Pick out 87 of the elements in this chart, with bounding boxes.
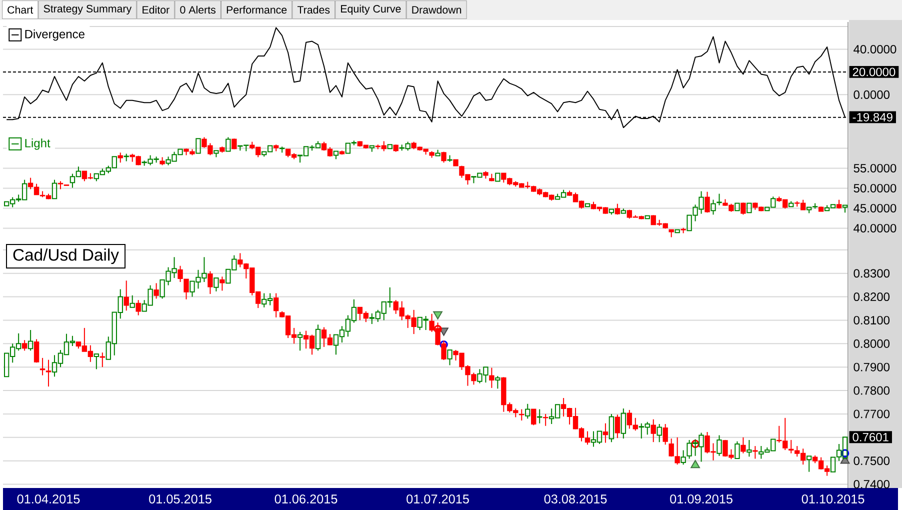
- candlestick: [602, 422, 608, 444]
- candlestick: [542, 413, 548, 426]
- y-tick-label: 0.7400: [854, 480, 890, 489]
- x-tick-label: 01.07.2015: [406, 494, 469, 504]
- x-tick-label: 01.10.2015: [802, 494, 864, 504]
- candlestick: [531, 408, 536, 426]
- y-tick-label: 50.0000: [854, 184, 896, 192]
- text: 0.7601: [852, 432, 888, 442]
- y-tick-label: 45.0000: [854, 204, 896, 212]
- y-tick-label: 40.0000: [854, 44, 896, 54]
- candlestick: [495, 172, 500, 182]
- text: Equity Curve: [341, 4, 401, 15]
- line-series: [6, 27, 846, 128]
- text: Editor: [142, 6, 170, 14]
- candlestick: [716, 193, 722, 206]
- point: [440, 340, 448, 349]
- y-tick-label: 0.8300: [854, 269, 890, 278]
- text: Performance: [226, 6, 287, 14]
- candlestick: [614, 414, 620, 439]
- x-tick-label: 01.05.2015: [149, 494, 212, 504]
- candlestick: [387, 144, 392, 150]
- x-tick-label: 03.08.2015: [544, 494, 607, 504]
- candlestick: [94, 353, 100, 370]
- candlestick: [273, 292, 279, 318]
- y-tick-label: 0.7700: [854, 410, 890, 418]
- x-tick-label: 01.06.2015: [274, 494, 338, 504]
- candlestick: [447, 154, 452, 162]
- candlestick: [124, 280, 129, 312]
- candlestick: [644, 215, 650, 220]
- point: [691, 440, 700, 448]
- candlestick: [740, 436, 746, 454]
- legend-label: Divergence: [25, 30, 84, 41]
- candlestick: [662, 424, 668, 446]
- y-tick-label: 0.8000: [854, 339, 890, 348]
- candlestick: [746, 439, 752, 458]
- candlestick: [130, 294, 135, 308]
- y-tick-label: 0.8100: [854, 316, 890, 324]
- candlestick: [136, 300, 141, 316]
- candlestick: [620, 408, 626, 440]
- y-tick-label: 0.7500: [854, 456, 890, 466]
- text: Chart: [8, 6, 34, 14]
- point: [434, 324, 442, 334]
- candlestick: [220, 276, 225, 292]
- candlestick: [196, 138, 201, 154]
- candlestick: [154, 282, 159, 300]
- candlestick: [740, 202, 746, 216]
- candlestick: [537, 408, 542, 424]
- candlestick: [118, 152, 123, 164]
- candlestick: [46, 359, 52, 388]
- candlestick: [752, 446, 758, 460]
- candlestick: [584, 203, 590, 208]
- x-tick-label: 01.09.2015: [670, 494, 732, 504]
- y-tick-label: 0.7900: [854, 362, 890, 372]
- point: [690, 460, 700, 468]
- candlestick: [489, 367, 494, 388]
- candlestick: [297, 331, 303, 352]
- candlestick: [704, 191, 710, 214]
- text: -19.849: [852, 112, 892, 122]
- candlestick: [519, 408, 524, 422]
- text: Strategy Summary: [44, 4, 132, 15]
- legend-label: Light: [25, 138, 50, 150]
- candlestick: [842, 204, 848, 214]
- y-tick-label: 0.0000: [854, 90, 890, 99]
- text: 0 Alerts: [180, 6, 216, 14]
- candlestick: [656, 424, 662, 443]
- candlestick: [495, 375, 500, 390]
- candlestick: [806, 456, 812, 472]
- candlestick: [22, 340, 28, 352]
- candlestick: [746, 202, 752, 214]
- candlestick: [208, 270, 213, 294]
- y-tick-label: 0.8200: [854, 292, 890, 302]
- candlestick: [28, 330, 34, 352]
- point: [433, 311, 442, 320]
- y-tick-label: 0.7800: [854, 386, 890, 395]
- candlestick: [674, 229, 680, 234]
- x-tick-label: 01.04.2015: [17, 494, 80, 504]
- candlestick: [34, 338, 40, 364]
- text: Drawdown: [412, 6, 462, 14]
- ref-line-label: 20.0000: [852, 68, 896, 76]
- candlestick: [734, 202, 740, 212]
- chart-title: Cad/Usd Daily: [13, 248, 119, 264]
- y-tick-label: 40.0000: [854, 224, 896, 232]
- point: [840, 449, 850, 458]
- y-tick-label: 55.0000: [854, 164, 896, 172]
- text: Trades: [297, 6, 330, 14]
- candlestick: [40, 357, 46, 376]
- candlestick: [650, 418, 656, 443]
